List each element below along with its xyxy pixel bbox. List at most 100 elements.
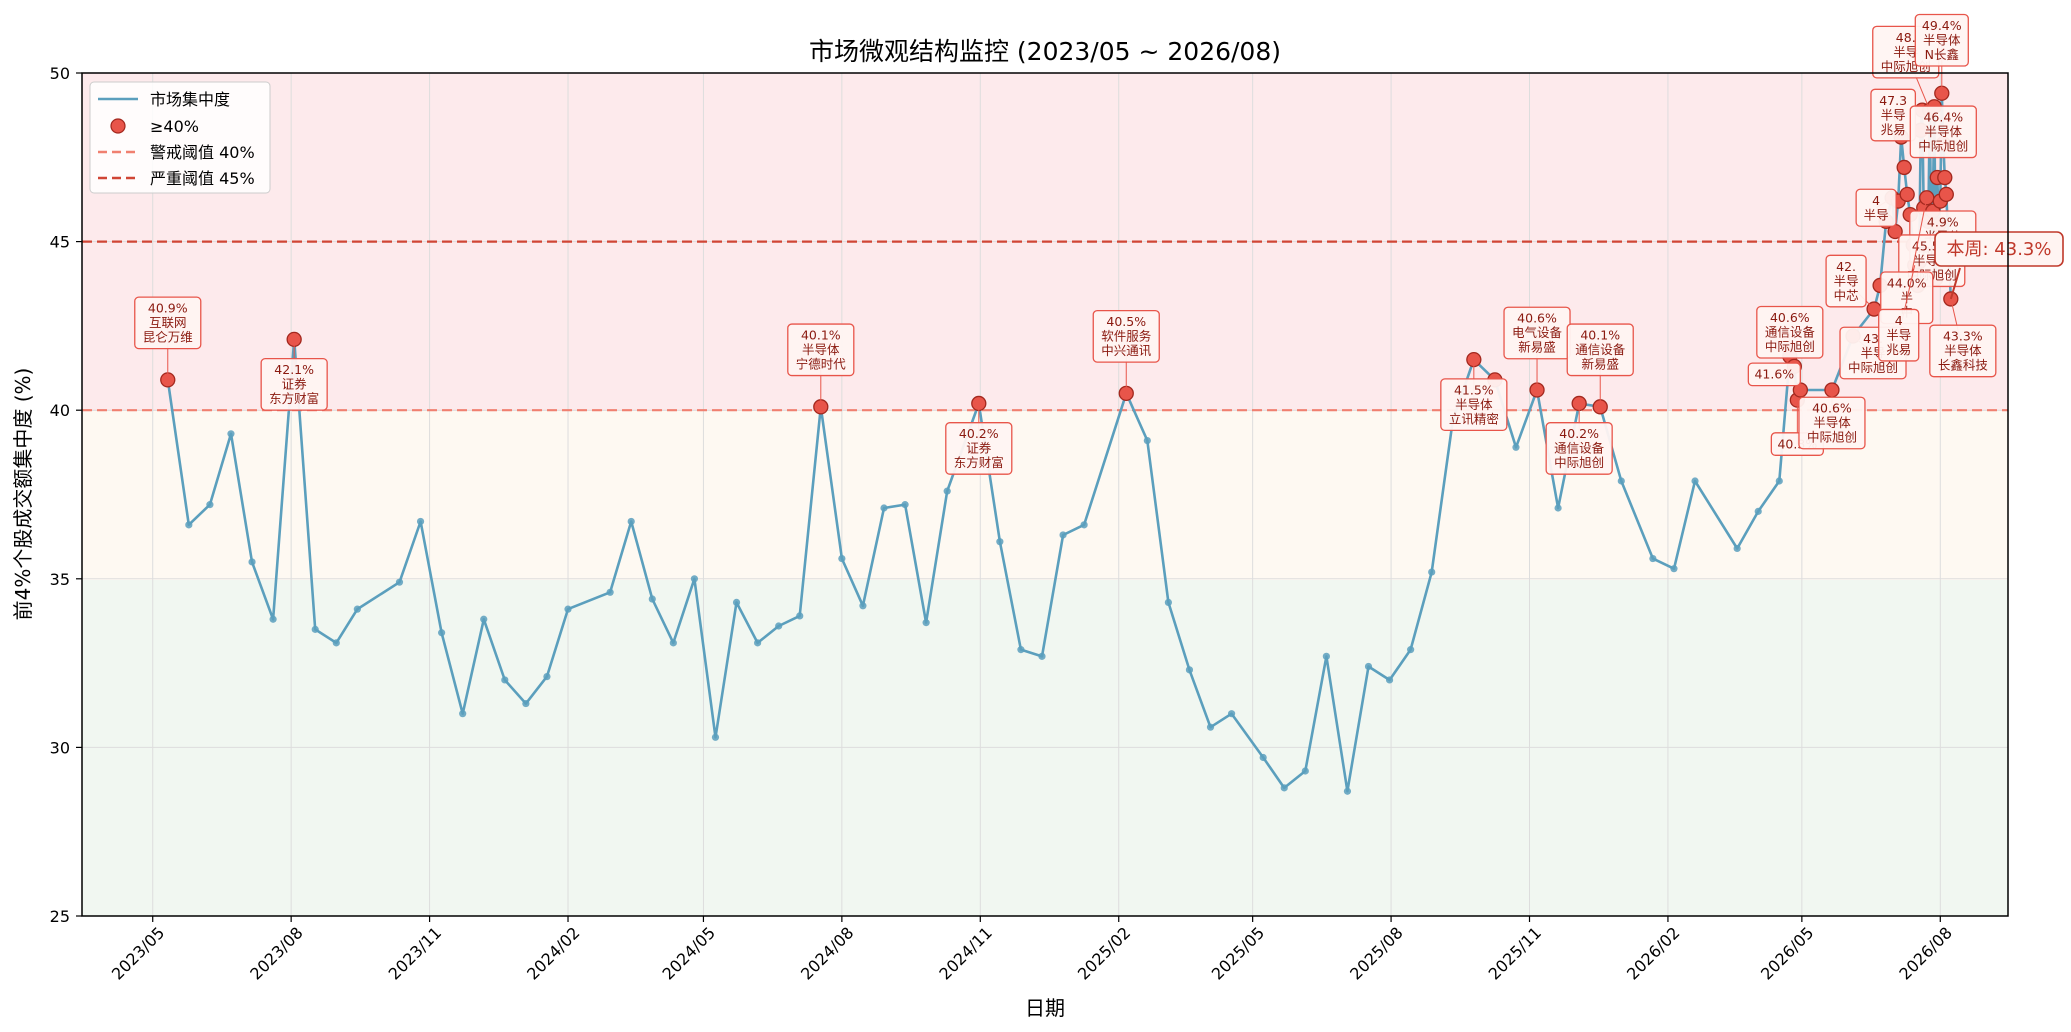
x-tick-label: 2026/08 [1895,923,1955,983]
annotation-label: 40.1% [1580,328,1620,343]
annotation-label: 42.1% [274,362,314,377]
x-tick-label: 2024/02 [523,923,583,983]
data-point [1227,710,1236,718]
annotation-box [1878,308,1920,362]
y-tick-label: 30 [50,738,70,757]
annotation-label: 4 [1872,193,1880,208]
x-tick-label: 2026/02 [1623,923,1683,983]
annotation-label: 新易盛 [1518,340,1556,355]
y-tick-label: 35 [50,570,70,589]
x-tick-label: 2024/08 [797,923,857,983]
annotation-box [1798,396,1866,450]
highlight-point [1937,169,1953,186]
annotation-label: 东方财富 [269,391,319,406]
x-tick-label: 2023/08 [246,923,306,983]
data-point [859,602,867,610]
annotation-label: 半 [1900,290,1913,305]
y-tick-label: 50 [50,64,70,83]
data-point [227,430,235,438]
annotation-label: 软件服务 [1101,329,1151,344]
data-point [311,625,319,633]
annotation-box [260,357,328,411]
annotation-box [1825,254,1867,308]
annotation-box [1914,13,1969,67]
highlight-point [1896,159,1912,176]
x-tick-label: 2024/05 [659,923,719,983]
annotation-label: 4 [1895,313,1903,328]
annotation-box [1855,188,1897,227]
annotation-label: 41.5% [1454,382,1494,397]
data-point [943,487,951,495]
data-point [1164,598,1172,607]
data-point [501,676,509,684]
data-point [775,622,783,630]
highlight-point [1899,186,1915,203]
x-tick-label: 2025/02 [1074,923,1134,983]
annotation: 41.6% [1747,362,1801,387]
data-point [353,605,361,613]
annotation-label: 40.6% [1812,401,1852,416]
data-point [1301,767,1309,775]
x-tick-label: 2025/11 [1485,923,1545,983]
annotation-label: 中际旭创 [1918,139,1968,154]
data-point [1670,565,1678,573]
chart-title: 市场微观结构监控 (2023/05 ~ 2026/08) [809,37,1281,66]
data-point [543,672,551,681]
annotation-box [1929,324,1997,378]
annotation-label: 4.9% [1927,214,1959,229]
annotation-label: 半导 [1864,207,1889,222]
annotation-label: 48. [1896,30,1916,45]
data-point [1512,443,1520,451]
annotation-label: 半导体 [1455,397,1493,412]
data-point [669,639,677,647]
data-point [796,612,804,620]
annotation-label: 49.4% [1922,18,1962,33]
current-label: 本周: 43.3% [1947,239,2052,260]
threshold-lines [82,240,2008,412]
data-point [922,619,930,627]
data-point [522,699,530,708]
current-week-callout: 本周: 43.3% [1934,231,2064,300]
annotation-label: 半导体 [1925,124,1963,139]
annotation-label: 40.2% [959,426,999,441]
annotation-box [787,323,855,377]
annotation-label: 东方财富 [954,455,1004,470]
annotation-label: 中际旭创 [1765,339,1815,354]
annotation-label: 42. [1836,259,1856,274]
data-point [1733,544,1741,553]
data-point [606,588,614,596]
annotation-label: 40.1% [801,328,841,343]
data-point [459,710,467,718]
y-axis: 25 30 35 40 45 50 [50,64,82,926]
annotation: 4半导 [1855,188,1897,227]
x-axis: 2023/05 2023/08 2023/11 2024/02 2024/05 2024/… [108,916,1956,984]
current-leader [1949,267,1961,300]
grid-lines [82,72,2008,917]
annotation-box [1440,378,1508,432]
annotation-label: 证券 [282,377,308,392]
data-point [269,615,277,623]
data-point [1428,568,1436,576]
annotation-label: 半导体 [1923,32,1961,47]
data-point [1143,436,1151,445]
data-point [1754,507,1762,515]
annotation-label: 40.6% [1517,311,1557,326]
annotation-label: 中际旭创 [1807,430,1857,445]
data-point [480,615,488,623]
annotation-label: 新易盛 [1581,357,1619,372]
annotation-box [1909,105,1977,159]
annotation-label: 半导 [1881,107,1906,122]
data-point [1185,666,1194,674]
legend-label-severe: 严重阈值 45% [150,169,255,188]
annotation-label: 40.2% [1559,426,1599,441]
annotation-label: 47.3 [1879,93,1907,108]
